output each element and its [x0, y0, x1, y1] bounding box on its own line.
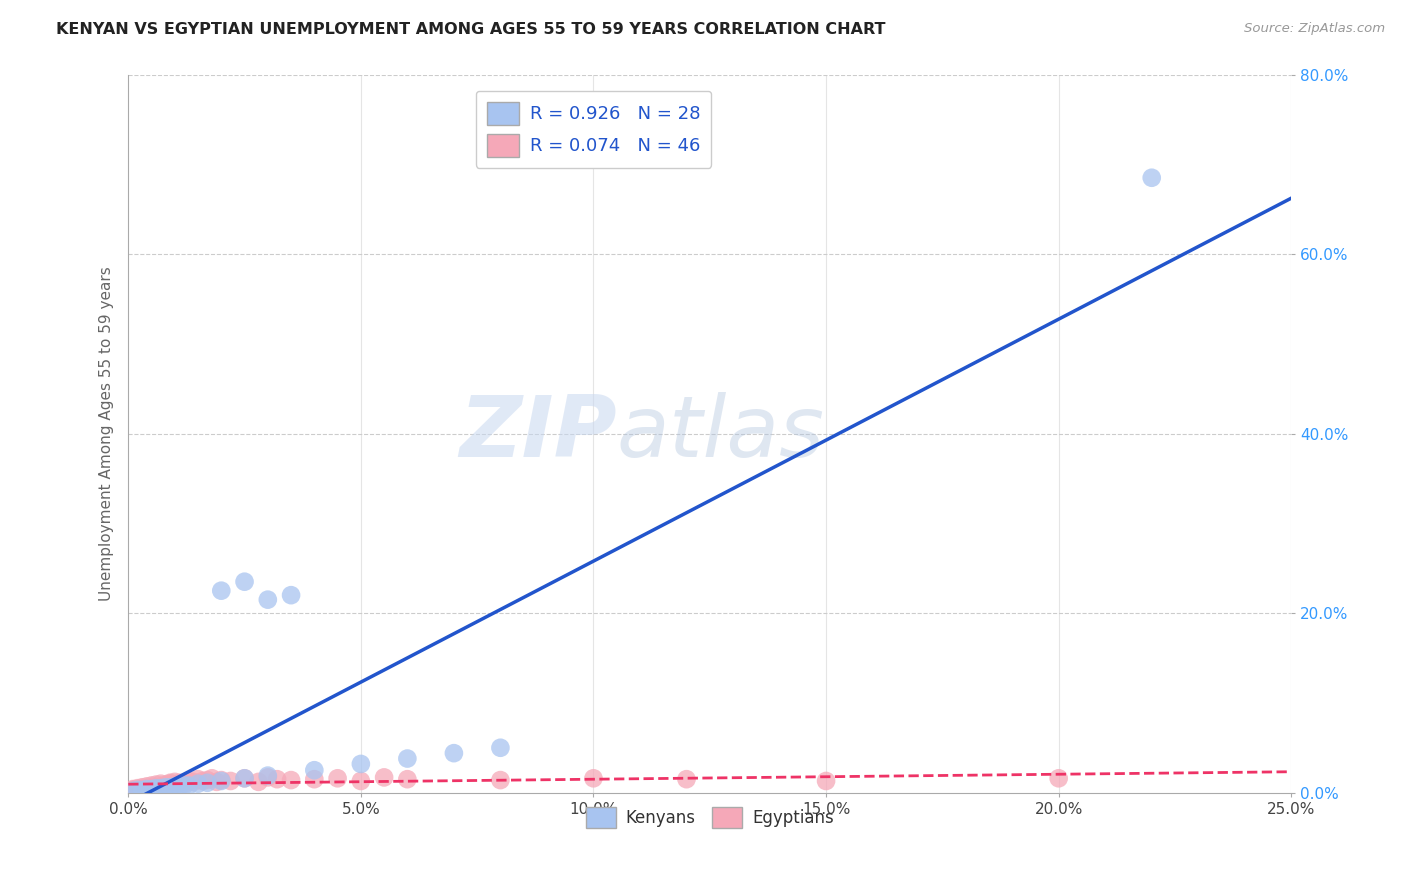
Point: [247, 775, 270, 789]
Point: [173, 779, 195, 793]
Point: [233, 772, 256, 786]
Point: [135, 780, 157, 794]
Point: [155, 780, 177, 795]
Point: [582, 772, 605, 786]
Point: [141, 779, 163, 793]
Point: [131, 783, 153, 797]
Point: [169, 780, 191, 794]
Point: [159, 777, 181, 791]
Point: [1140, 170, 1163, 185]
Point: [187, 772, 209, 787]
Point: [135, 782, 157, 797]
Point: [155, 779, 177, 793]
Point: [131, 782, 153, 797]
Point: [233, 772, 256, 786]
Point: [127, 783, 149, 797]
Y-axis label: Unemployment Among Ages 55 to 59 years: Unemployment Among Ages 55 to 59 years: [100, 266, 114, 601]
Point: [145, 778, 167, 792]
Point: [350, 756, 373, 771]
Point: [219, 774, 242, 789]
Point: [169, 776, 191, 790]
Point: [135, 782, 157, 797]
Point: [183, 775, 205, 789]
Point: [256, 771, 278, 785]
Point: [149, 780, 172, 794]
Point: [163, 778, 186, 792]
Point: [266, 772, 288, 787]
Point: [209, 583, 232, 598]
Point: [195, 773, 218, 788]
Point: [304, 772, 326, 787]
Point: [233, 574, 256, 589]
Point: [396, 751, 419, 765]
Point: [159, 776, 181, 790]
Point: [177, 779, 200, 793]
Point: [122, 782, 145, 797]
Point: [396, 772, 419, 787]
Point: [326, 772, 349, 786]
Point: [145, 781, 167, 796]
Point: [280, 773, 302, 788]
Point: [675, 772, 697, 787]
Point: [304, 763, 326, 777]
Point: [256, 592, 278, 607]
Point: [373, 771, 395, 785]
Point: [443, 746, 465, 760]
Point: [209, 774, 232, 789]
Point: [122, 783, 145, 797]
Point: [489, 773, 512, 788]
Point: [815, 774, 838, 789]
Point: [122, 784, 145, 798]
Point: [256, 769, 278, 783]
Point: [141, 782, 163, 797]
Point: [149, 781, 172, 796]
Point: [159, 780, 181, 795]
Point: [350, 774, 373, 789]
Text: atlas: atlas: [617, 392, 825, 475]
Point: [131, 780, 153, 795]
Point: [141, 781, 163, 796]
Point: [127, 783, 149, 797]
Point: [201, 772, 224, 786]
Point: [191, 774, 214, 789]
Point: [489, 740, 512, 755]
Point: [205, 775, 228, 789]
Point: [149, 777, 172, 791]
Point: [163, 775, 186, 789]
Point: [209, 773, 232, 788]
Legend: Kenyans, Egyptians: Kenyans, Egyptians: [579, 800, 841, 835]
Point: [177, 774, 200, 789]
Point: [145, 780, 167, 795]
Point: [127, 781, 149, 796]
Point: [155, 778, 177, 792]
Text: ZIP: ZIP: [460, 392, 617, 475]
Text: KENYAN VS EGYPTIAN UNEMPLOYMENT AMONG AGES 55 TO 59 YEARS CORRELATION CHART: KENYAN VS EGYPTIAN UNEMPLOYMENT AMONG AG…: [56, 22, 886, 37]
Point: [280, 588, 302, 602]
Point: [1047, 772, 1070, 786]
Point: [163, 780, 186, 794]
Text: Source: ZipAtlas.com: Source: ZipAtlas.com: [1244, 22, 1385, 36]
Point: [173, 777, 195, 791]
Point: [195, 776, 218, 790]
Point: [187, 777, 209, 791]
